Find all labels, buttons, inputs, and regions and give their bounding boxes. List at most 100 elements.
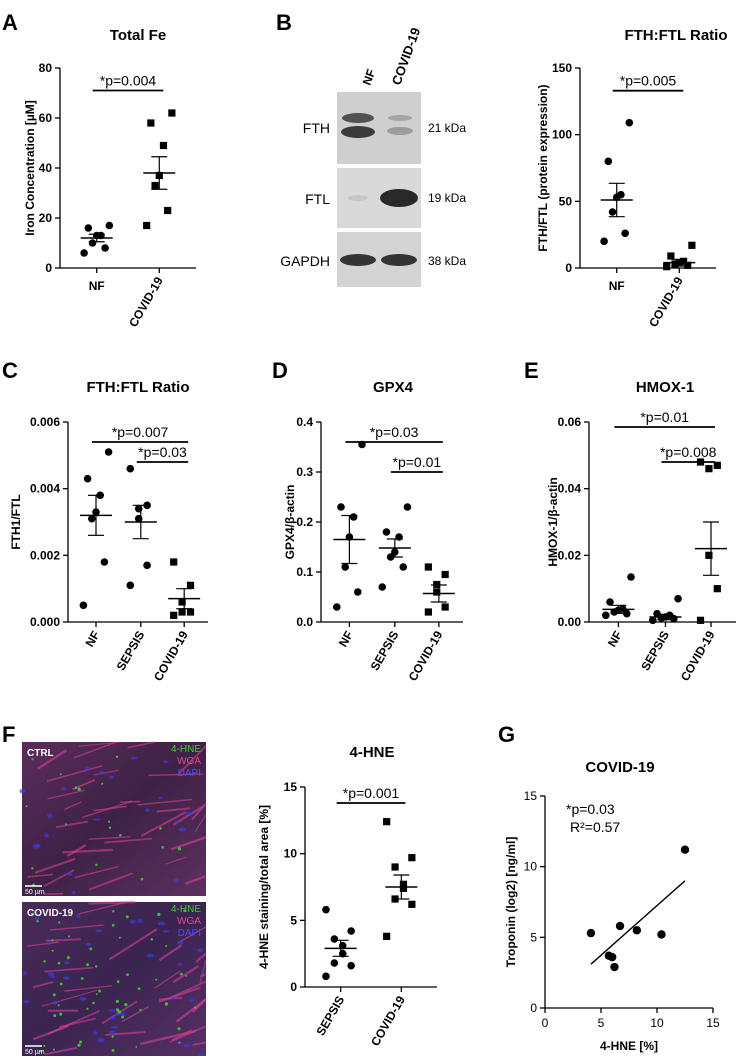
hne-stain-dot [116, 980, 120, 983]
dapi-nucleus [34, 916, 40, 921]
data-point-square [441, 603, 449, 611]
p-value-label: *p=0.03 [138, 444, 187, 460]
dapi-nucleus [44, 833, 50, 838]
dapi-nucleus [47, 813, 53, 818]
wga-membrane-stain [170, 836, 207, 851]
hne-stain-dot [57, 1004, 60, 1007]
data-point-square [705, 551, 713, 559]
wga-membrane-stain [105, 1031, 146, 1036]
data-point-circle [79, 601, 88, 610]
data-point-circle [623, 609, 631, 618]
wga-membrane-stain [88, 872, 133, 891]
wga-membrane-stain [49, 924, 104, 931]
wga-membrane-stain [62, 848, 113, 854]
wga-membrane-stain [88, 900, 136, 905]
data-point-square [671, 260, 679, 268]
data-point-square [170, 558, 178, 566]
blot-band [340, 254, 376, 266]
y-tick-label: 10 [284, 847, 298, 861]
data-point-circle [608, 952, 617, 962]
data-point-circle [382, 528, 391, 536]
data-point-circle [347, 927, 355, 935]
wga-membrane-stain [104, 837, 152, 844]
data-point-square [663, 263, 671, 271]
chart-fth-ftl-ratio-b: FTH:FTL Ratio FTH/FTL (protein expression… [536, 27, 728, 329]
hne-stain-dot [115, 1008, 120, 1012]
data-point-square [696, 616, 705, 624]
data-point-square [383, 818, 391, 826]
hne-stain-dot [43, 1044, 46, 1048]
data-point-square [178, 608, 186, 616]
wga-membrane-stain [127, 741, 155, 749]
hne-stain-dot [31, 758, 34, 761]
hne-stain-dot [86, 1007, 89, 1010]
data-point-circle [600, 237, 608, 246]
hne-stain-dot [98, 989, 102, 993]
hne-stain-dot [177, 1027, 181, 1031]
dapi-nucleus [108, 1009, 116, 1012]
y-tick-label: 0 [290, 980, 297, 994]
hne-stain-dot [68, 935, 71, 938]
hne-stain-dot [31, 912, 34, 916]
hne-stain-dot [51, 949, 54, 952]
p-value-label: *p=0.03 [370, 424, 419, 440]
hne-stain-dot [177, 847, 182, 851]
dapi-nucleus [22, 1000, 30, 1004]
hne-stain-dot [121, 1015, 124, 1019]
regression-stat: R²=0.57 [570, 819, 620, 835]
data-point-square [713, 461, 721, 469]
hne-stain-dot [155, 978, 158, 981]
dapi-nucleus [97, 1037, 105, 1043]
data-point-square [168, 109, 176, 117]
hne-stain-dot [139, 1008, 142, 1012]
hne-stain-dot [59, 1012, 63, 1016]
hne-stain-dot [89, 947, 93, 951]
wga-membrane-stain [64, 985, 112, 992]
dapi-nucleus [99, 771, 105, 775]
dapi-nucleus [79, 996, 87, 1001]
data-point-circle [586, 928, 596, 938]
hne-stain-dot [157, 912, 161, 917]
data-point-square [147, 119, 155, 127]
dapi-nucleus [197, 1053, 205, 1056]
wga-membrane-stain [56, 820, 88, 829]
hne-stain-dot [159, 827, 162, 830]
panel-letter-b: B [276, 10, 292, 35]
hne-stain-dot [111, 924, 115, 927]
data-point-square [186, 608, 195, 616]
wga-membrane-stain [88, 836, 131, 840]
wga-membrane-stain [32, 981, 54, 989]
dapi-nucleus [162, 760, 169, 764]
dapi-nucleus [129, 919, 136, 924]
wga-membrane-stain [32, 1024, 69, 1041]
y-tick-label: 20 [39, 211, 53, 225]
data-point-circle [349, 513, 358, 521]
dapi-nucleus [145, 808, 150, 812]
wga-membrane-stain [158, 986, 201, 1003]
wga-membrane-stain [37, 749, 68, 770]
hne-stain-dot [125, 915, 129, 919]
micrograph-ctrl: CTRL 4-HNE WGA DAPI 50 µm [19, 741, 207, 896]
chart-title: HMOX-1 [636, 379, 694, 396]
dapi-nucleus [119, 1012, 126, 1017]
data-point-circle [143, 561, 151, 570]
data-point-square [441, 570, 449, 579]
p-value-label: *p=0.01 [393, 454, 442, 470]
y-axis-label: GPX4/β-actin [283, 485, 297, 560]
tissue-fibers [19, 741, 207, 895]
dapi-nucleus [34, 843, 41, 848]
hne-stain-dot [140, 877, 144, 881]
wga-membrane-stain [34, 857, 76, 874]
dapi-nucleus [75, 913, 81, 919]
wga-membrane-stain [44, 966, 94, 973]
data-point-square [143, 221, 151, 230]
x-tick-label: NF [336, 629, 356, 650]
dapi-nucleus [22, 971, 27, 976]
y-tick-label: 5 [530, 930, 537, 944]
wga-membrane-stain [47, 789, 85, 800]
hne-stain-dot [95, 863, 98, 867]
stain-label-wga: WGA [177, 916, 201, 927]
dapi-nucleus [19, 788, 26, 794]
dapi-nucleus [71, 890, 76, 895]
data-point-square [667, 252, 675, 260]
